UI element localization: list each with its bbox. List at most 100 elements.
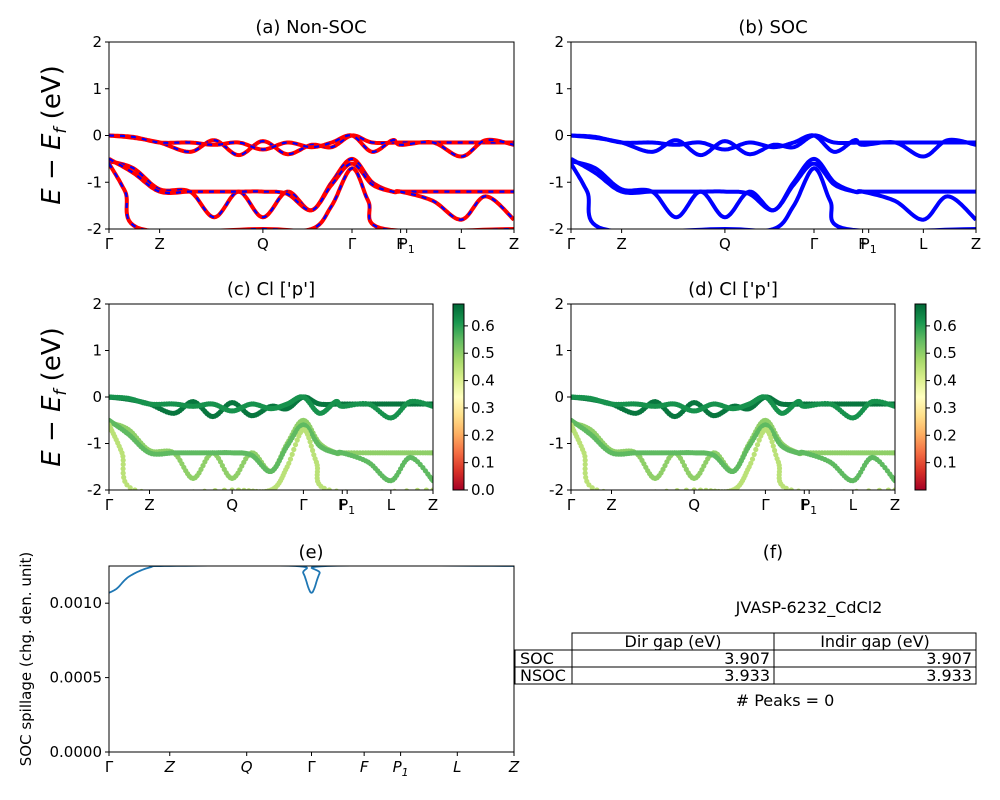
x-tick-label: Γ: [810, 235, 819, 253]
band-point: [229, 487, 235, 490]
band-point: [892, 403, 895, 409]
panel-4: 0.0000 0.0005 0.0010 Γ Z Q Γ F P1 L Z: [50, 565, 520, 779]
table-cell-value: 3.907: [926, 649, 972, 668]
band-point: [583, 474, 589, 480]
panel-1: -2 -1 0 1 2 Γ Z Q Γ FP1 L Z: [549, 33, 981, 256]
band-point: [120, 457, 126, 463]
x-tick-label: Q: [688, 496, 700, 514]
title-e: (e): [298, 542, 323, 563]
band-point: [885, 487, 891, 490]
x-tick-label: Z: [144, 496, 154, 514]
band-point: [748, 460, 754, 466]
colorbar-tick-label: 0.1: [471, 454, 495, 472]
y-tick-label: -2: [549, 220, 564, 238]
band-point: [892, 450, 895, 456]
title-b: (b) SOC: [738, 17, 807, 38]
band-point: [769, 439, 775, 445]
colorbar-tick-label: 0.4: [933, 372, 957, 390]
x-tick-label: F: [360, 758, 369, 776]
colorbar-tick-label: 0.6: [471, 317, 495, 335]
x-tick-label: Γ: [105, 758, 114, 776]
band-point: [221, 487, 227, 490]
axes-frame: [108, 41, 515, 230]
band-point: [286, 460, 292, 466]
x-tick-label: F: [858, 235, 867, 253]
band-point: [630, 490, 635, 495]
y-tick-label: -1: [549, 435, 564, 453]
y-tick-label: 1: [92, 80, 102, 98]
colorbar-c: 0.0 0.1 0.2 0.3 0.4 0.5 0.6: [452, 303, 495, 499]
title-f: (f): [763, 542, 783, 563]
x-tick-label: P1: [339, 496, 355, 517]
band-point: [287, 456, 294, 462]
table-row-label: NSOC: [520, 666, 566, 685]
y-tick-label: 1: [554, 342, 564, 360]
band-point: [697, 487, 704, 490]
band-point: [212, 488, 218, 490]
y-tick-label: 2: [92, 33, 102, 51]
band-point: [772, 447, 778, 454]
band-point: [756, 437, 762, 443]
gap-table-panel: JVASP-6232_CdCl2 Dir gap (eV) Indir gap …: [514, 598, 977, 710]
band-dash-0: [109, 134, 514, 157]
x-tick-label: F: [338, 496, 347, 514]
y-tick-label: 0: [92, 388, 102, 406]
y-tick-label: -2: [87, 220, 102, 238]
band-line-1: [109, 133, 514, 159]
band-point: [683, 487, 689, 490]
band-point: [866, 488, 872, 490]
y-tick-label: 2: [554, 33, 564, 51]
colorbar-c-ticks: 0.0 0.1 0.2 0.3 0.4 0.5 0.6: [464, 317, 495, 499]
band-point: [334, 488, 339, 490]
x-tick-label: Γ: [567, 235, 576, 253]
x-tick-label: P1: [801, 496, 817, 517]
x-tick-label: Q: [226, 496, 238, 514]
band-point: [892, 487, 895, 490]
title-c: (c) Cl ['p']: [227, 279, 315, 300]
band-point: [392, 488, 397, 490]
band-line-3: [571, 157, 976, 222]
x-tick-label: Z: [428, 496, 438, 514]
band-point: [582, 466, 588, 472]
band-point: [294, 437, 300, 443]
ylabel-energy-text: E − E: [37, 133, 67, 205]
peaks-text: # Peaks = 0: [736, 691, 835, 710]
table-cell: [773, 666, 977, 685]
band-point: [664, 488, 669, 490]
band-point: [308, 443, 314, 449]
table-cell-value: 3.907: [724, 649, 770, 668]
ylabel-energy-unit: (eV): [37, 65, 67, 127]
panel-0: -2 -1 0 1 2 Γ Z Q Γ FP1 L Z: [87, 33, 519, 256]
panel-3-data: [571, 394, 895, 495]
x-tick-label: P1: [399, 235, 415, 256]
band-point: [310, 447, 316, 454]
x-tick-label: Γ: [105, 235, 114, 253]
y-tick-label: 1: [554, 80, 564, 98]
y-tick-label: 0.0000: [50, 743, 103, 761]
x-tick-label: Q: [257, 235, 269, 253]
x-tick-label: Γ: [307, 758, 316, 776]
x-tick-label: Γ: [348, 235, 357, 253]
band-point: [773, 452, 779, 458]
x-tick-label: Z: [616, 235, 626, 253]
band-point: [892, 478, 895, 484]
colorbar-tick-label: 0.4: [471, 372, 495, 390]
band-point: [120, 466, 126, 472]
band-point: [783, 485, 789, 490]
ylabel-energy-unit: (eV): [37, 327, 67, 389]
ylabel-energy-sub: f: [51, 125, 71, 134]
x-tick-label: Γ: [105, 496, 114, 514]
band-point: [307, 439, 313, 445]
table-header-indir: Indir gap (eV): [820, 632, 930, 651]
x-tick-label: Γ: [567, 496, 576, 514]
colorbar-tick-label: 0.5: [933, 344, 957, 362]
x-tick-label: Z: [890, 496, 900, 514]
band-point: [854, 488, 859, 490]
panel-3: -2 -1 0 1 2 Γ Z Q Γ FP1 L Z: [549, 295, 900, 517]
band-point: [594, 487, 600, 490]
axes-frame: [570, 41, 977, 230]
band-point: [311, 452, 317, 458]
band-point: [751, 451, 757, 457]
band-point: [430, 450, 433, 456]
